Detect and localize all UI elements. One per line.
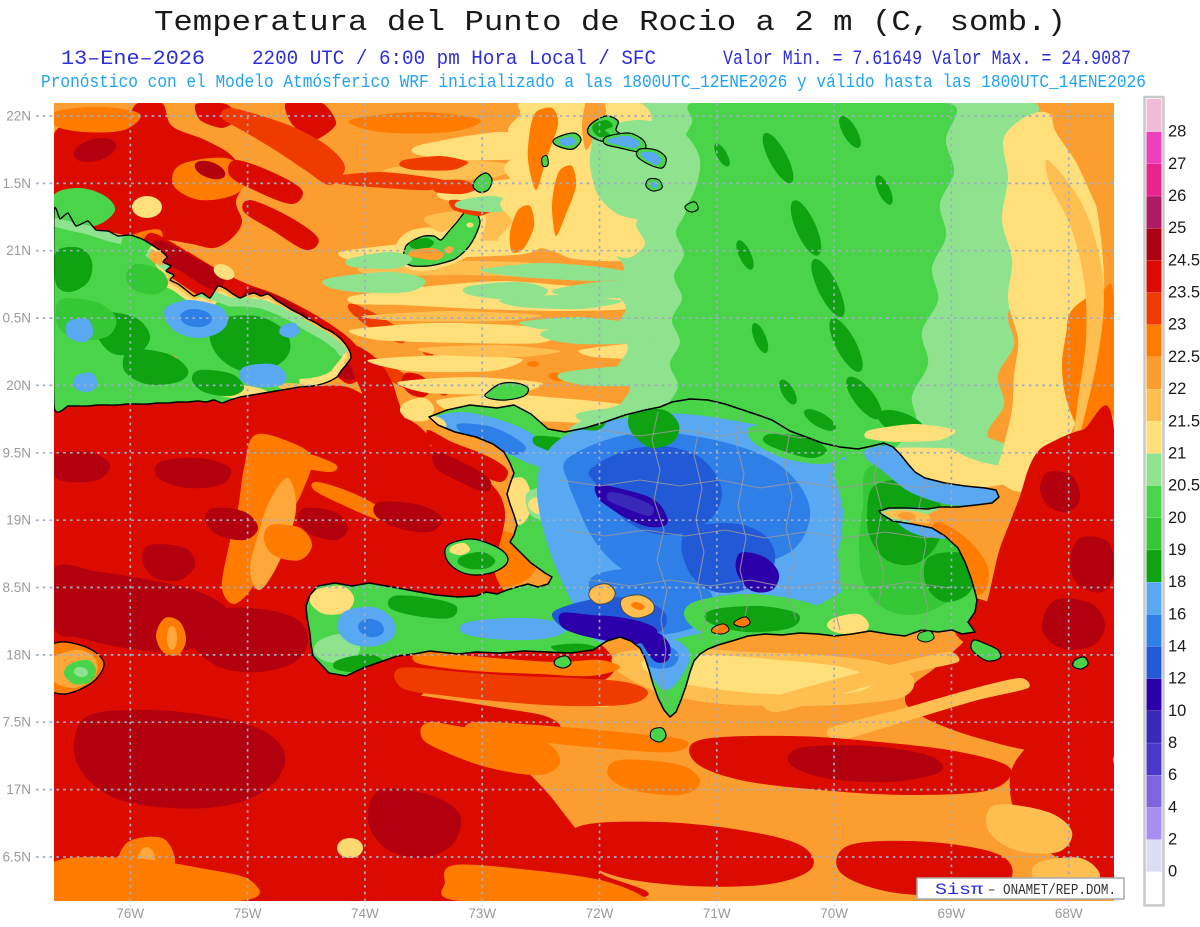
svg-text:76W: 76W xyxy=(116,906,144,921)
svg-text:1.5N: 1.5N xyxy=(2,176,31,191)
svg-text:23: 23 xyxy=(1168,316,1186,334)
svg-text:27: 27 xyxy=(1168,155,1186,173)
svg-text:Temperatura del Punto de Rocio: Temperatura del Punto de Rocio a 2 m (C,… xyxy=(154,6,1066,39)
svg-text:22.5: 22.5 xyxy=(1168,348,1200,366)
svg-text:6: 6 xyxy=(1168,766,1177,784)
svg-text:8: 8 xyxy=(1168,734,1177,752)
svg-text:0: 0 xyxy=(1168,863,1177,881)
svg-text:6.5N: 6.5N xyxy=(2,850,31,865)
svg-text:19: 19 xyxy=(1168,541,1186,559)
svg-text:12: 12 xyxy=(1168,670,1186,688)
svg-text:18N: 18N xyxy=(6,647,31,662)
svg-text:Pronóstico con el Modelo Atmós: Pronóstico con el Modelo Atmósferico WRF… xyxy=(41,72,1146,93)
svg-text:24.5: 24.5 xyxy=(1168,251,1200,269)
svg-text:21.5: 21.5 xyxy=(1168,412,1200,430)
svg-text:18: 18 xyxy=(1168,573,1186,591)
svg-text:20.5: 20.5 xyxy=(1168,477,1200,495)
svg-text:21: 21 xyxy=(1168,444,1186,462)
svg-text:2200 UTC / 6:00 pm Hora Local: 2200 UTC / 6:00 pm Hora Local / SFC xyxy=(252,48,656,71)
svg-text:Sisπ: Sisπ xyxy=(935,881,983,899)
svg-text:21N: 21N xyxy=(6,243,31,258)
svg-text:23.5: 23.5 xyxy=(1168,284,1200,302)
svg-text:8.5N: 8.5N xyxy=(2,580,31,595)
svg-text:20N: 20N xyxy=(6,378,31,393)
svg-text:2: 2 xyxy=(1168,831,1177,849)
svg-text:75W: 75W xyxy=(234,906,262,921)
svg-text:22: 22 xyxy=(1168,380,1186,398)
svg-text:74W: 74W xyxy=(351,906,379,921)
svg-text:16: 16 xyxy=(1168,605,1186,623)
svg-text:0.5N: 0.5N xyxy=(2,311,31,326)
svg-text:68W: 68W xyxy=(1055,906,1083,921)
svg-text:73W: 73W xyxy=(468,906,496,921)
svg-text:26: 26 xyxy=(1168,187,1186,205)
svg-text:72W: 72W xyxy=(586,906,614,921)
svg-text:7.5N: 7.5N xyxy=(2,715,31,730)
svg-text:– ONAMET/REP.DOM.: – ONAMET/REP.DOM. xyxy=(988,882,1116,899)
svg-text:20: 20 xyxy=(1168,509,1186,527)
svg-text:14: 14 xyxy=(1168,638,1186,656)
svg-text:Valor Min. = 7.61649 Valor Ma: Valor Min. = 7.61649 Valor Max. = 24.908… xyxy=(723,48,1131,71)
svg-text:9.5N: 9.5N xyxy=(2,445,31,460)
svg-text:19N: 19N xyxy=(6,513,31,528)
svg-text:28: 28 xyxy=(1168,123,1186,141)
svg-text:22N: 22N xyxy=(6,109,31,124)
svg-text:70W: 70W xyxy=(820,906,848,921)
svg-text:25: 25 xyxy=(1168,219,1186,237)
svg-text:4: 4 xyxy=(1168,798,1177,816)
svg-text:69W: 69W xyxy=(938,906,966,921)
svg-text:71W: 71W xyxy=(703,906,731,921)
svg-text:13–Ene–2026: 13–Ene–2026 xyxy=(61,48,205,71)
svg-text:17N: 17N xyxy=(6,782,31,797)
svg-text:10: 10 xyxy=(1168,702,1186,720)
